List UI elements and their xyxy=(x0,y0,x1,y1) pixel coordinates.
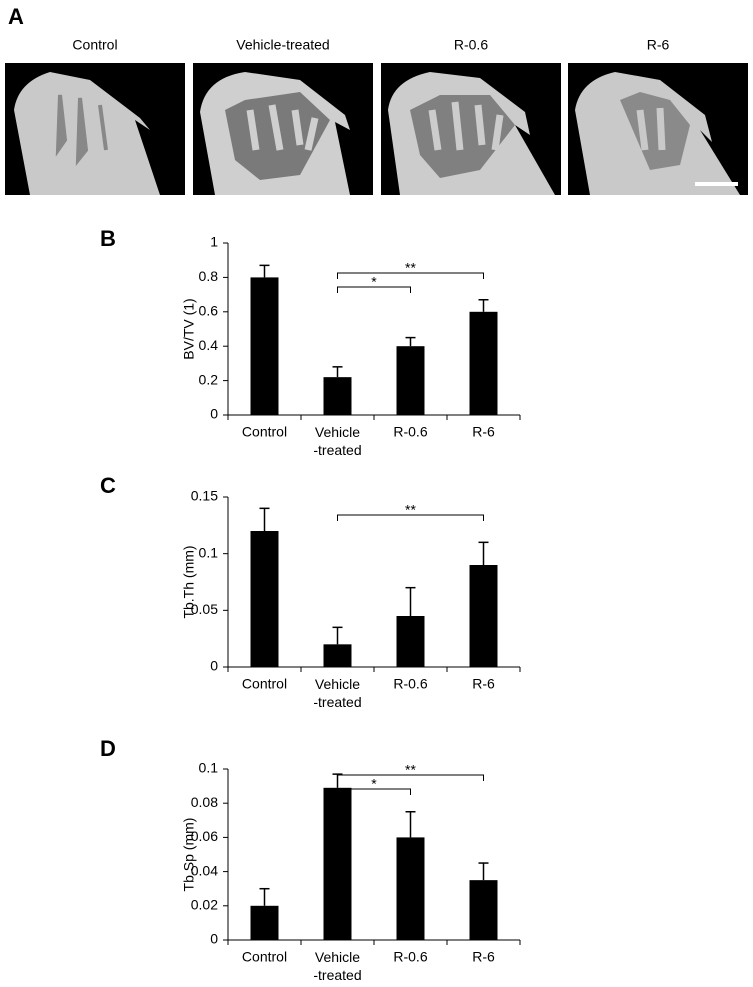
significance-label: ** xyxy=(405,260,416,276)
significance-bracket xyxy=(337,774,484,781)
ct-image xyxy=(5,63,185,195)
x-tick-label: Vehicle -treated xyxy=(313,676,361,710)
image-label: R-0.6 xyxy=(454,37,488,53)
y-tick-label: 1 xyxy=(210,234,218,250)
y-tick-label: 0 xyxy=(210,658,218,674)
significance-bracket xyxy=(337,286,411,293)
image-label: Control xyxy=(72,37,117,53)
x-tick-label: R-0.6 xyxy=(393,424,427,440)
bar xyxy=(323,787,352,940)
error-bar xyxy=(405,586,416,616)
bar xyxy=(323,644,352,667)
x-tick-label: R-0.6 xyxy=(393,676,427,692)
significance-bracket xyxy=(337,788,411,795)
error-bar xyxy=(332,366,343,378)
error-bar xyxy=(478,299,489,312)
ct-image xyxy=(193,63,373,195)
error-bar xyxy=(259,887,270,906)
bar xyxy=(250,905,279,940)
panel-letter: B xyxy=(100,226,116,251)
x-tick-label: Control xyxy=(242,949,287,965)
bar xyxy=(323,377,352,415)
significance-label: ** xyxy=(405,762,416,778)
image-label: R-6 xyxy=(647,37,670,53)
y-tick-label: 0.1 xyxy=(199,544,219,560)
error-bar xyxy=(259,507,270,531)
x-tick-label: Control xyxy=(242,676,287,692)
ct-image xyxy=(568,63,748,195)
x-tick-label: R-6 xyxy=(472,424,495,440)
y-tick-label: 0.1 xyxy=(199,760,219,776)
y-tick-label: 0.15 xyxy=(191,488,218,504)
significance-bracket xyxy=(337,514,484,521)
significance-label: * xyxy=(371,776,377,792)
error-bar xyxy=(259,264,270,278)
y-tick-label: 0.08 xyxy=(191,794,218,810)
x-tick-label: Vehicle -treated xyxy=(313,424,361,458)
x-tick-label: R-6 xyxy=(472,676,495,692)
bar xyxy=(250,531,279,667)
panel-letter: A xyxy=(8,4,24,29)
panel-letter: C xyxy=(100,473,116,498)
significance-label: * xyxy=(371,274,377,290)
y-axis-label: Tb.Th (mm) xyxy=(181,545,197,618)
y-tick-label: 0.05 xyxy=(191,601,218,617)
y-tick-label: 0 xyxy=(210,931,218,947)
bar xyxy=(396,837,425,940)
significance-label: ** xyxy=(405,502,416,518)
error-bar xyxy=(405,811,416,838)
y-tick-label: 0.4 xyxy=(199,337,219,353)
bar xyxy=(469,311,498,415)
ct-images xyxy=(5,63,748,195)
bar xyxy=(250,277,279,415)
error-bar xyxy=(478,541,489,565)
x-tick-label: Control xyxy=(242,424,287,440)
y-tick-label: 0.04 xyxy=(191,862,218,878)
x-tick-label: Vehicle -treated xyxy=(313,949,361,983)
y-tick-label: 0.2 xyxy=(199,371,219,387)
y-tick-label: 0.02 xyxy=(191,897,218,913)
y-tick-label: 0 xyxy=(210,406,218,422)
bar xyxy=(469,880,498,940)
bar xyxy=(396,346,425,415)
y-tick-label: 0.8 xyxy=(199,268,219,284)
y-tick-label: 0.6 xyxy=(199,303,219,319)
ct-image xyxy=(381,63,561,195)
error-bar xyxy=(405,336,416,347)
error-bar xyxy=(332,626,343,645)
x-tick-label: R-6 xyxy=(472,949,495,965)
bar xyxy=(396,616,425,667)
y-axis-label: BV/TV (1) xyxy=(181,298,197,359)
x-tick-label: R-0.6 xyxy=(393,949,427,965)
significance-bracket xyxy=(337,272,484,279)
bar xyxy=(469,565,498,667)
error-bar xyxy=(478,862,489,881)
image-label: Vehicle-treated xyxy=(236,37,329,53)
y-tick-label: 0.06 xyxy=(191,828,218,844)
panel-letter: D xyxy=(100,736,116,761)
y-axis-label: Tb.Sp (mm) xyxy=(181,818,197,892)
